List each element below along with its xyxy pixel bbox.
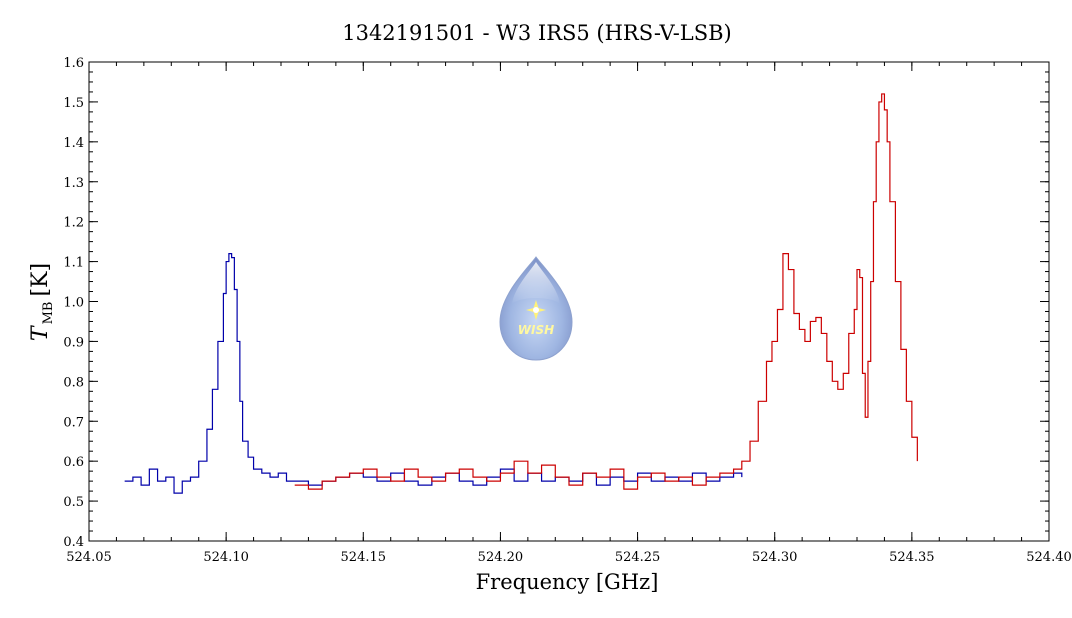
x-tick-label: 524.35	[889, 550, 935, 565]
x-tick-label: 524.15	[341, 550, 387, 565]
y-tick-label: 1.1	[63, 256, 84, 271]
x-tick-label: 524.10	[203, 550, 249, 565]
y-tick-label: 0.9	[63, 335, 84, 350]
series-line-1	[124, 253, 743, 494]
y-tick-label: 0.6	[63, 455, 84, 470]
y-tick-label: 1.0	[63, 296, 84, 311]
y-tick-label: 0.4	[63, 535, 84, 550]
x-tick-label: 524.30	[752, 550, 798, 565]
x-axis-label: Frequency [GHz]	[476, 570, 659, 594]
logo-text: WISH	[518, 323, 554, 337]
y-axis-label-main: T	[28, 324, 53, 341]
plot-frame	[88, 61, 1050, 542]
chart-title: 1342191501 - W3 IRS5 (HRS-V-LSB)	[342, 21, 732, 45]
x-tick-label: 524.25	[615, 550, 661, 565]
y-tick-label: 1.6	[63, 56, 84, 71]
y-axis-label-unit: [K]	[28, 263, 53, 297]
x-tick-label: 524.40	[1026, 550, 1072, 565]
y-tick-label: 1.3	[63, 176, 84, 191]
y-tick-label: 1.5	[63, 96, 84, 111]
series-line-2	[294, 93, 918, 490]
wish-droplet-icon: WISH	[499, 256, 573, 361]
y-tick-label: 1.2	[63, 216, 84, 231]
axes-layer: 524.05 524.10 524.15 524.20 524.25 524.30 524.…	[63, 56, 1071, 565]
x-tick-label: 524.20	[478, 550, 524, 565]
series-layer	[124, 93, 918, 494]
y-axis-label-subscript: MB	[41, 302, 56, 325]
star-icon	[526, 300, 546, 320]
y-tick-label: 0.7	[63, 415, 84, 430]
y-tick-label: 0.8	[63, 375, 84, 390]
x-tick-label: 524.05	[66, 550, 112, 565]
y-tick-label: 0.5	[63, 495, 84, 510]
y-axis-label: TMB [K]	[28, 263, 56, 341]
y-tick-label: 1.4	[63, 136, 84, 151]
